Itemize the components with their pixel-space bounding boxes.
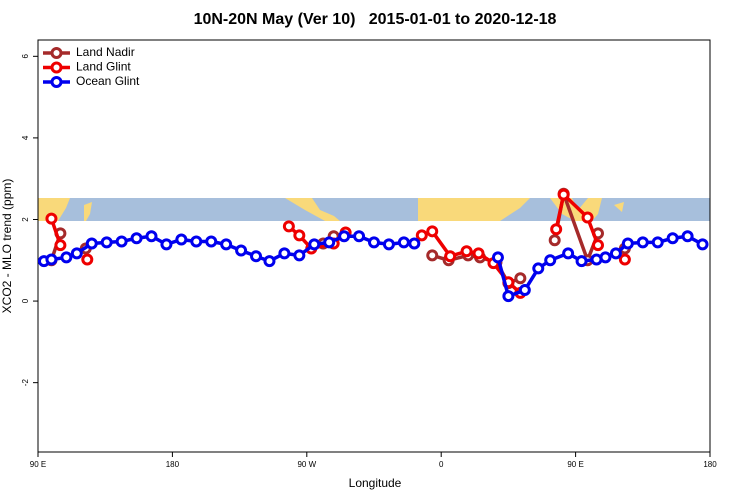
x-tick-label: 90 W [297,460,316,469]
data-point [60,251,73,264]
data-point [100,236,113,249]
data-point [278,247,291,260]
legend-label: Land Nadir [76,45,135,59]
data-point [415,229,428,242]
data-point [609,247,622,260]
map-ocean [38,198,710,221]
data-point [235,244,248,257]
data-point [696,238,709,251]
map-land [285,198,340,221]
legend-label: Land Glint [76,60,131,74]
data-point [618,253,631,266]
map-band [38,198,710,221]
y-tick-label: 0 [21,298,30,303]
data-point [353,230,366,243]
data-point [562,247,575,260]
map-land [614,202,624,212]
data-point [160,238,173,251]
data-point [491,251,504,264]
data-point [621,237,634,250]
data-point [514,272,527,285]
data-point [599,251,612,264]
data-point [308,238,321,251]
y-axis-label: XCO2 - MLO trend (ppm) [0,179,14,314]
x-tick-label: 90 E [30,460,46,469]
data-point [293,229,306,242]
legend-marker [50,47,63,59]
x-tick-label: 180 [703,460,717,469]
data-point [250,250,263,263]
data-point [532,262,545,275]
map-land [38,198,70,221]
data-point [408,237,421,250]
data-point [581,211,594,224]
data-point [263,255,276,268]
data-point [220,238,233,251]
data-point [145,230,158,243]
data-point [323,236,336,249]
data-point [557,188,570,201]
data-point [85,237,98,250]
data-point [444,250,457,263]
data-point [666,232,679,245]
legend-marker [50,61,63,74]
data-point [636,236,649,249]
data-point [651,236,664,249]
x-axis-label: Longitude [349,476,402,490]
data-point [426,249,439,262]
data-point [282,220,295,233]
x-tick-label: 180 [166,460,180,469]
data-point [426,225,439,238]
data-point [550,223,563,236]
data-point [45,253,58,266]
data-point [460,245,473,258]
chart-title: 10N-20N May (Ver 10) 2015-01-01 to 2020-… [194,11,557,28]
data-point [502,290,515,303]
data-point [115,235,128,248]
y-tick-label: -2 [21,379,30,387]
data-point [382,238,395,251]
data-point [54,227,67,240]
data-point [681,230,694,243]
data-point [54,239,67,252]
y-tick-label: 4 [21,135,30,140]
data-point [45,212,58,225]
y-tick-label: 2 [21,217,30,222]
legend-marker [50,76,63,88]
data-point [338,230,351,243]
data-point [70,247,83,260]
data-point [575,255,588,268]
data-point [397,236,410,249]
data-point [544,254,557,267]
data-point [293,249,306,262]
data-point [472,247,485,260]
legend-label: Ocean Glint [76,74,140,88]
map-land [84,202,92,221]
x-tick-label: 90 E [567,460,583,469]
data-point [548,234,561,247]
data-point [518,284,531,297]
data-point [81,253,94,266]
y-tick-label: 6 [21,54,30,59]
plot-frame [37,39,711,453]
data-point [205,235,218,248]
data-point [190,235,203,248]
x-tick-label: 0 [439,460,444,469]
data-point [175,233,188,246]
data-point [592,239,604,252]
data-point [368,236,380,249]
map-land [418,198,530,221]
data-point [130,232,143,245]
